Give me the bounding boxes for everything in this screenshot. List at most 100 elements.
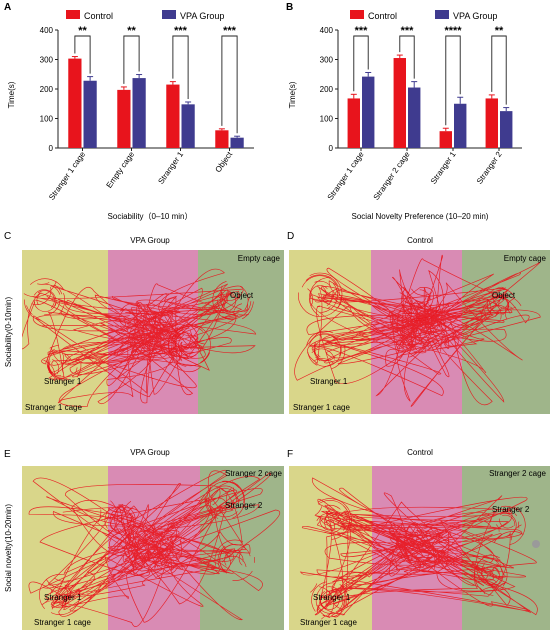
label-cage: Stranger 1 cage	[34, 618, 91, 627]
y-tick-label: 300	[40, 56, 54, 65]
bar-control	[485, 98, 498, 148]
track-cluster	[472, 554, 508, 596]
panel-letter-b: B	[286, 2, 293, 13]
track-cluster	[314, 498, 352, 540]
significance-bracket	[172, 35, 189, 99]
significance-bracket	[123, 35, 140, 84]
significance-bracket	[399, 35, 415, 79]
bar-control	[215, 130, 229, 148]
x-tick-label: Stranger 1	[156, 150, 185, 186]
bar-control	[117, 89, 131, 148]
track-path	[299, 477, 538, 618]
track-panel-d: D Control Empty cage Object Stranger 1 S…	[287, 231, 550, 414]
legend-swatch-vpa	[162, 10, 176, 19]
y-tick-label: 0	[329, 144, 334, 153]
x-tick-label: Stranger 2	[475, 150, 504, 186]
track-path	[294, 254, 541, 407]
y-tick-label: 100	[40, 115, 54, 124]
label-top-right: Stranger 2 cage	[225, 469, 282, 478]
y-tick-label: 300	[320, 56, 334, 65]
x-axis-label: Sociability（0–10 min）	[108, 212, 193, 221]
label-cage: Stranger 1 cage	[300, 618, 357, 627]
track-cluster	[23, 278, 66, 321]
movement-track	[299, 477, 538, 620]
bar-vpa	[362, 76, 375, 148]
legend-label-vpa: VPA Group	[453, 11, 497, 21]
bar-control	[347, 98, 360, 148]
x-tick-label: Stranger 1 cage	[47, 150, 87, 202]
panel-letter-c: C	[4, 231, 11, 242]
label-object: Object	[492, 291, 516, 300]
track-cluster	[489, 505, 526, 546]
chart-b: B Control VPA Group Time(s) Social Novel…	[286, 2, 522, 221]
label-stranger-2: Stranger 2	[492, 505, 530, 514]
track-cluster	[43, 345, 82, 382]
significance-label: ***	[401, 25, 415, 37]
significance-label: **	[78, 25, 87, 37]
significance-label: ***	[174, 25, 188, 37]
label-top-right: Empty cage	[238, 254, 281, 263]
significance-label: **	[495, 25, 504, 37]
track-cluster	[212, 281, 254, 320]
label-stranger-2: Stranger 2	[225, 501, 263, 510]
bar-vpa	[454, 103, 467, 148]
y-tick-label: 400	[40, 26, 54, 35]
x-tick-label: Stranger 2 cage	[372, 150, 412, 202]
legend-swatch-control	[66, 10, 80, 19]
significance-label: ***	[223, 25, 237, 37]
y-axis-label: Time(s)	[288, 81, 297, 108]
x-tick-label: Object	[214, 149, 235, 174]
bar-vpa	[132, 78, 146, 148]
legend-swatch-vpa	[435, 10, 449, 19]
panel-letter-e: E	[4, 449, 11, 460]
significance-bracket	[353, 35, 369, 92]
significance-bracket	[445, 35, 461, 126]
label-stranger: Stranger 1	[313, 593, 351, 602]
track-cluster	[298, 272, 343, 317]
y-tick-label: 0	[49, 144, 54, 153]
track-cluster	[306, 330, 346, 370]
label-stranger: Stranger 1	[44, 377, 82, 386]
panel-title: Control	[407, 448, 433, 457]
y-tick-label: 200	[320, 85, 334, 94]
y-tick-label: 200	[40, 85, 54, 94]
bar-control	[393, 58, 406, 148]
bar-control	[439, 131, 452, 148]
panel-title: VPA Group	[130, 448, 170, 457]
x-axis-label: Social Novelty Preference (10–20 min)	[352, 212, 489, 221]
significance-bracket	[221, 35, 238, 134]
y-tick-label: 100	[320, 115, 334, 124]
significance-bracket	[74, 35, 91, 74]
panel-letter-a: A	[4, 2, 11, 13]
bar-control	[68, 58, 82, 148]
track-panel-c: C VPA Group Sociability(0-10min) Empty c…	[4, 231, 284, 414]
legend-label-vpa: VPA Group	[180, 11, 224, 21]
label-cage: Stranger 1 cage	[25, 403, 82, 412]
zone-left	[22, 466, 108, 630]
label-cage: Stranger 1 cage	[293, 403, 350, 412]
label-top-right: Empty cage	[504, 254, 547, 263]
significance-label: ****	[444, 25, 462, 37]
track-cluster	[167, 324, 211, 367]
zone-right	[462, 250, 550, 414]
plot-area-a: 0 100 200 300 400 ** Stranger 1 cage ** Empty ca…	[40, 25, 254, 202]
legend-label-control: Control	[84, 11, 113, 21]
movement-track	[22, 268, 257, 407]
row-label: Social novelty(10-20min)	[4, 504, 13, 592]
significance-bracket	[491, 35, 507, 105]
chart-a: A Control VPA Group Time(s) Sociability（…	[4, 2, 254, 221]
x-tick-label: Empty cage	[105, 150, 137, 190]
y-tick-label: 400	[320, 26, 334, 35]
bar-vpa	[408, 87, 421, 148]
track-panel-f: F Control Stranger 2 cage Stranger 2 Str…	[287, 448, 550, 630]
bar-vpa	[181, 104, 195, 148]
legend-label-control: Control	[368, 11, 397, 21]
track-cluster	[214, 539, 256, 581]
label-stranger: Stranger 1	[44, 593, 82, 602]
significance-label: ***	[355, 25, 369, 37]
scroll-indicator[interactable]	[532, 540, 540, 548]
label-stranger: Stranger 1	[310, 377, 348, 386]
panel-letter-d: D	[287, 231, 294, 242]
plot-area-b: 0 100 200 300 400 *** Stranger 1 cage *** Strang…	[320, 25, 522, 202]
track-cluster	[204, 480, 245, 519]
